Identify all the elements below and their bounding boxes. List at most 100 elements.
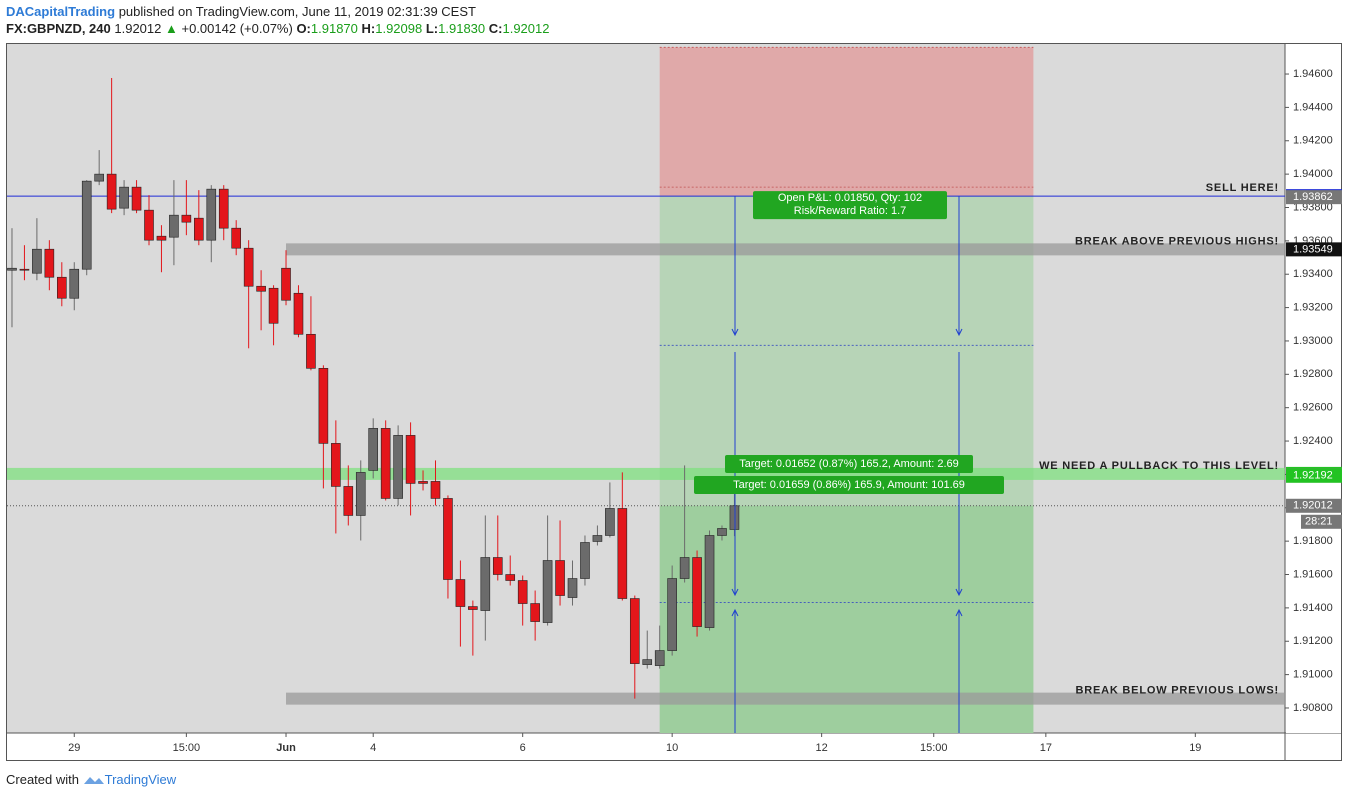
created-with: Created with <box>6 772 79 787</box>
candle-body <box>81 180 92 270</box>
level-label: BREAK BELOW PREVIOUS LOWS! <box>1075 685 1279 697</box>
logo <box>83 777 104 784</box>
arrow-head <box>731 328 739 337</box>
y-tick-label: 1.92600 <box>1293 402 1333 414</box>
level-label: WE NEED A PULLBACK TO THIS LEVEL! <box>1039 460 1279 472</box>
ratio: Risk/Reward Ratio: 1.7 <box>794 205 907 217</box>
candle-body <box>455 579 466 607</box>
chart: SELL HERE! BREAK ABOVE PREVIOUS HIGHS! WE … <box>6 43 1342 761</box>
up-arrow: ▲ <box>165 21 178 36</box>
x-tick-label: Jun <box>276 742 296 754</box>
candle-body <box>218 188 229 229</box>
candle-body <box>194 217 204 241</box>
candle-body <box>580 542 590 579</box>
author: DACapitalTrading <box>6 4 116 19</box>
candle-body <box>654 650 665 666</box>
axis-marker <box>1286 498 1342 513</box>
candle-body <box>293 292 304 335</box>
candle-body <box>430 481 441 499</box>
symbol: FX:GBPNZD, 240 <box>6 21 111 36</box>
pnl-bg <box>753 191 947 220</box>
y-tick-label: 1.93400 <box>1293 268 1333 280</box>
candle-body <box>318 368 329 444</box>
x-tick-label: 29 <box>68 742 80 754</box>
ohlc-value: 1.92012 <box>502 21 550 36</box>
ohlc: O:1.91870 H:1.92098 L:1.91830 C:1.92012 <box>296 21 549 36</box>
countdown-bg <box>1301 514 1342 529</box>
plot-bg <box>7 44 1285 733</box>
candle-body <box>19 268 30 271</box>
candle-body <box>243 247 254 287</box>
ohlc-value: 1.92098 <box>375 21 423 36</box>
candle-body <box>106 173 117 210</box>
axis-marker <box>1286 242 1342 257</box>
axis-marker <box>1286 190 1342 205</box>
ohlc-label: H: <box>361 21 376 36</box>
candle-body <box>617 508 628 599</box>
y-tick-label: 1.91400 <box>1293 602 1333 614</box>
target-small: Target: 0.01652 (0.87%) 165.2, Amount: 2… <box>739 458 959 470</box>
arrow-head <box>731 588 739 597</box>
axis-marker <box>1286 468 1342 483</box>
ohlc-label: C: <box>488 21 503 36</box>
ohlc-label: L: <box>425 21 439 36</box>
level-band <box>286 692 1285 705</box>
candle-body <box>368 428 379 471</box>
y-tick-label: 1.91200 <box>1293 635 1333 647</box>
y-tick-label: 1.91000 <box>1293 669 1333 681</box>
candle-body <box>94 173 104 182</box>
candle-body <box>393 435 403 499</box>
candle-body <box>629 598 640 664</box>
y-tick-label: 1.94200 <box>1293 135 1333 147</box>
candle-body <box>281 267 291 301</box>
candle-body <box>131 186 142 211</box>
candle-body <box>405 435 416 484</box>
candle-body <box>492 557 503 575</box>
candle-body <box>57 276 67 299</box>
candle-body <box>692 557 702 627</box>
candle-body <box>418 481 428 484</box>
ohlc-value: 1.91830 <box>438 21 486 36</box>
stop-zone <box>659 47 1034 197</box>
published: published on TradingView.com, June 11, 2… <box>118 4 476 19</box>
candle-body <box>443 498 453 580</box>
candle-body <box>679 557 690 579</box>
candle-body <box>231 227 241 249</box>
arrow-head <box>955 328 963 337</box>
header-line: DACapitalTrading published on TradingVie… <box>6 4 476 19</box>
pnl: Open P&L: 0.01850, Qty: 102 <box>778 192 922 204</box>
candle-body <box>729 505 740 530</box>
candle-body <box>530 603 540 622</box>
candle-body <box>717 528 727 536</box>
candle-body <box>32 248 42 274</box>
y-tick-label: 1.91800 <box>1293 535 1333 547</box>
candle-body <box>505 574 516 581</box>
level-label: SELL HERE! <box>1206 182 1279 194</box>
x-tick-label: 17 <box>1040 742 1052 754</box>
y-tick-label: 1.92800 <box>1293 368 1333 380</box>
candle-body <box>156 235 167 241</box>
y-tick-label: 1.91600 <box>1293 568 1333 580</box>
ohlc-label: O: <box>296 21 311 36</box>
candle-body <box>343 486 354 516</box>
candle-body <box>7 267 17 271</box>
countdown: 28:21 <box>1305 516 1333 528</box>
candle-body <box>355 472 366 516</box>
y-tick-label: 1.92400 <box>1293 435 1333 447</box>
ohlc-value: 1.91870 <box>310 21 358 36</box>
candle-body <box>181 214 192 223</box>
candle-body <box>331 443 341 487</box>
candle-body <box>119 186 129 209</box>
candle-body <box>555 560 565 596</box>
candle-body <box>517 580 528 604</box>
candle-body <box>468 606 478 610</box>
arrow-head <box>731 608 739 617</box>
change: +0.00142 (+0.07%) <box>181 21 293 36</box>
target-big: Target: 0.01659 (0.86%) 165.9, Amount: 1… <box>733 479 965 491</box>
level-label: BREAK ABOVE PREVIOUS HIGHS! <box>1075 235 1279 247</box>
candle-body <box>667 578 677 651</box>
y-tick-label: 1.93000 <box>1293 335 1333 347</box>
candle-body <box>144 209 154 241</box>
candle-body <box>206 188 217 241</box>
